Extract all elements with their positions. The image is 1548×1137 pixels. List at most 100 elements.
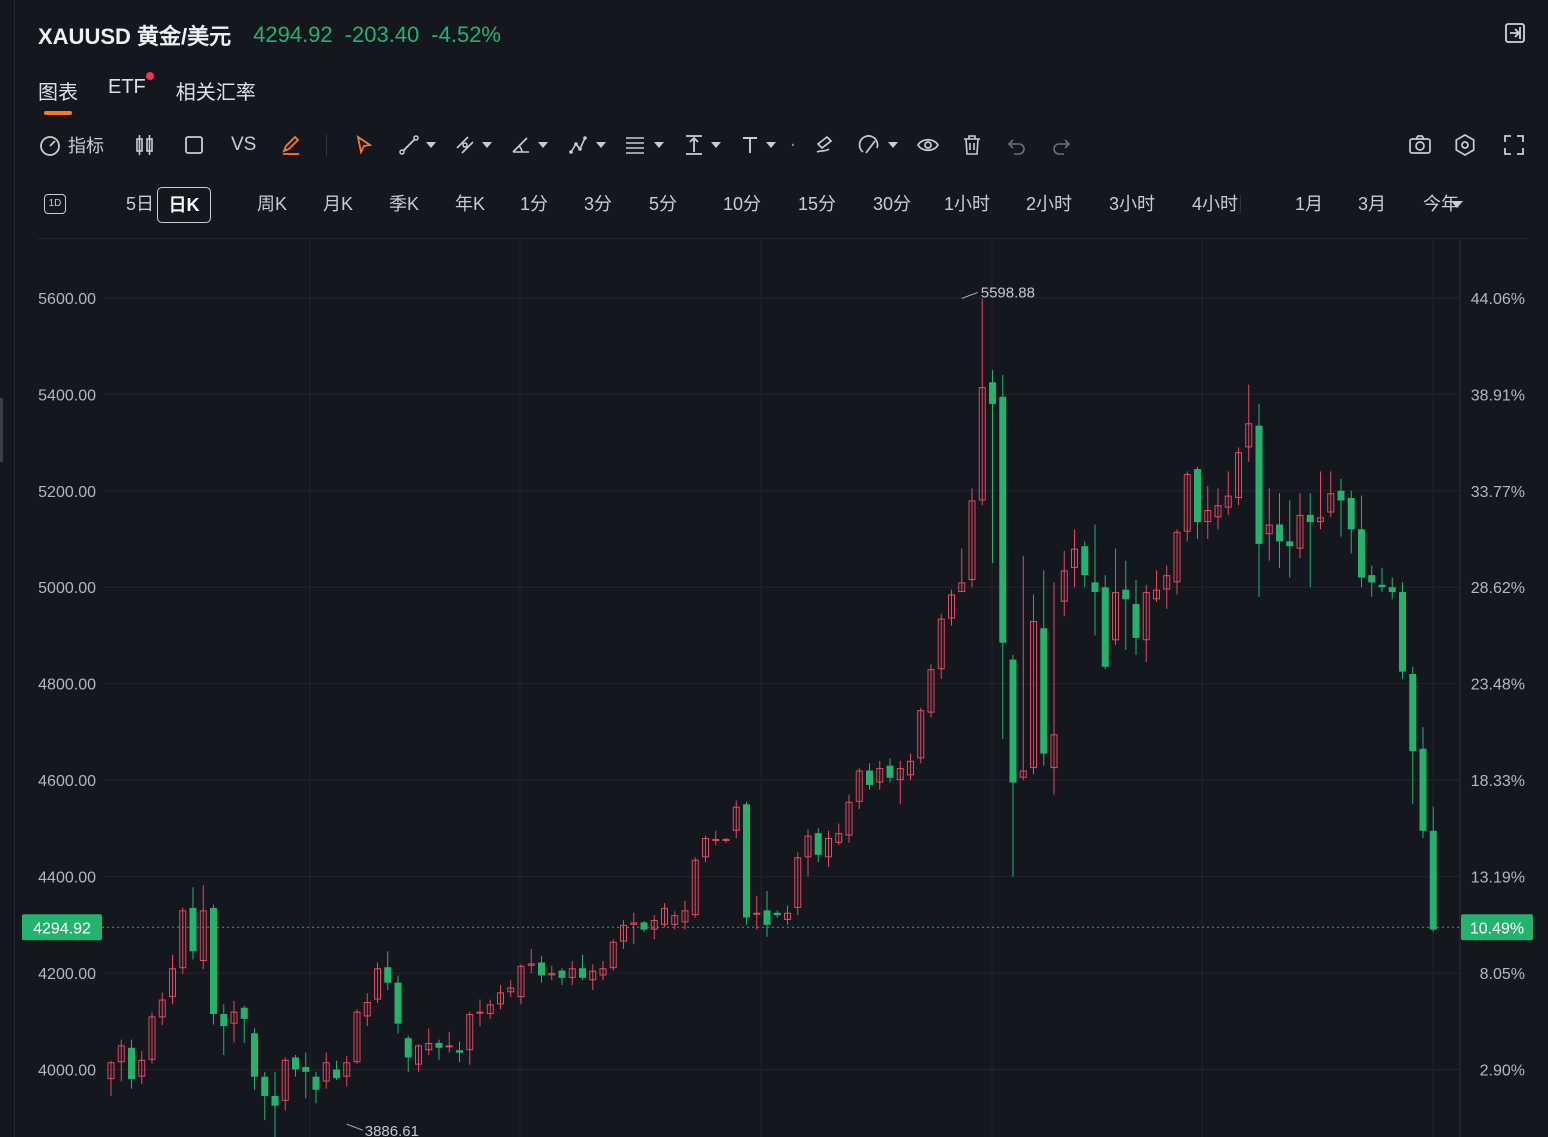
candle-body (968, 500, 976, 580)
candle-body (661, 907, 668, 925)
interval-1[interactable]: 日K (157, 187, 211, 223)
interval-5[interactable]: 年K (454, 194, 485, 214)
fib-tool-icon[interactable] (624, 128, 664, 162)
interval-18[interactable]: 今年 (1423, 194, 1459, 214)
tab-related-rates[interactable]: 相关汇率 (176, 76, 256, 115)
candlestick-chart[interactable]: 5600.00 44.06% 5400.00 38.91% 5200.00 33.77% 5… (14, 240, 1548, 1137)
candle-body (1286, 541, 1294, 547)
interval-3[interactable]: 月K (322, 194, 353, 214)
candle-body (579, 968, 586, 978)
candle-body (1071, 548, 1078, 568)
candle-body (732, 806, 740, 831)
measure-tool-icon[interactable] (683, 128, 721, 162)
candle-body (189, 907, 197, 952)
interval-17[interactable]: 3月 (1357, 194, 1386, 214)
line-tool-icon[interactable] (398, 128, 436, 162)
candle-body (599, 968, 607, 976)
cursor-icon[interactable] (354, 128, 374, 162)
interval-8[interactable]: 5分 (648, 194, 677, 214)
brush-tool-icon[interactable] (814, 128, 836, 162)
y-tick-label-right: 44.06% (1471, 291, 1525, 308)
candle-body (169, 968, 176, 998)
candle-body (1142, 592, 1150, 641)
interval-11[interactable]: 30分 (872, 194, 912, 214)
channel-tool-icon[interactable] (454, 128, 492, 162)
candle-body (620, 924, 627, 942)
interval-6[interactable]: 1分 (519, 194, 548, 214)
candle-body (210, 907, 217, 1015)
candle-body (445, 1045, 453, 1048)
price-change: -203.40 (344, 22, 420, 47)
left-edge-handle[interactable] (0, 398, 3, 462)
y-tick-label-left: 5200.00 (38, 484, 96, 501)
interval-4[interactable]: 季K (388, 194, 419, 214)
candle-body (1009, 659, 1017, 783)
candle-body (322, 1062, 330, 1082)
candle-body (855, 770, 863, 802)
candle-body (271, 1096, 279, 1106)
candle-body (948, 594, 955, 619)
interval-12[interactable]: 1小时 (943, 194, 990, 214)
candle-body (640, 922, 648, 930)
candle-body (1183, 473, 1191, 532)
indicator-button[interactable]: 指标 (38, 128, 104, 162)
candle-body (220, 1014, 228, 1027)
eye-icon[interactable] (916, 128, 940, 162)
candle-body (784, 912, 791, 920)
camera-icon[interactable] (1408, 128, 1432, 162)
candle-body (1378, 584, 1386, 588)
candle-body (107, 1062, 115, 1080)
candle-body (1132, 604, 1140, 638)
interval-bar: 1D 5日 日K 周K 月K 季K 年K 1分 3分 5分 10分 15分 30分 1小时 2小时 3小时 4… (38, 187, 1528, 223)
interval-2[interactable]: 周K (256, 194, 287, 214)
toolbar-divider (326, 134, 327, 156)
candle-body (251, 1033, 258, 1077)
tab-etf[interactable]: ETF (108, 72, 154, 115)
interval-14[interactable]: 3小时 (1108, 194, 1155, 214)
compare-button[interactable]: VS (231, 134, 257, 155)
candle-body (374, 968, 381, 1000)
candle-body (1224, 495, 1232, 508)
price-change-pct: -4.52% (431, 22, 501, 47)
fullscreen-icon[interactable] (1503, 128, 1525, 162)
candle-body (773, 912, 781, 916)
square-icon[interactable] (184, 128, 204, 162)
low-annotation-label: 3886.61 (365, 1123, 419, 1137)
candle-body (281, 1059, 289, 1101)
y-tick-label-left: 4400.00 (38, 870, 96, 887)
magnet-icon[interactable] (858, 128, 898, 162)
candle-body (1399, 592, 1406, 672)
interval-10[interactable]: 15分 (797, 194, 837, 214)
candle-body (917, 710, 925, 759)
interval-16[interactable]: 1月 (1294, 194, 1323, 214)
interval-1d-badge[interactable]: 1D (44, 194, 66, 214)
candle-body (158, 999, 166, 1018)
exit-icon[interactable] (1504, 22, 1526, 44)
interval-0[interactable]: 5日 (125, 194, 154, 214)
settings-icon[interactable] (1454, 128, 1476, 162)
shape-tool-icon[interactable] (510, 128, 548, 162)
indicator-label: 指标 (68, 136, 104, 157)
undo-icon[interactable] (1006, 128, 1028, 162)
pattern-tool-icon[interactable] (568, 128, 606, 162)
candle-body (763, 910, 771, 925)
text-tool-icon[interactable] (740, 128, 776, 162)
tab-chart[interactable]: 图表 (38, 76, 78, 115)
candle-body (1276, 524, 1283, 542)
interval-9[interactable]: 10分 (722, 194, 762, 214)
redo-icon[interactable] (1050, 128, 1072, 162)
candle-body (240, 1007, 248, 1019)
candle-body (302, 1067, 310, 1072)
interval-7[interactable]: 3分 (583, 194, 612, 214)
chevron-down-icon[interactable] (1451, 201, 1463, 208)
candle-body (261, 1076, 269, 1097)
candle-body (1327, 493, 1335, 513)
candle-body (876, 768, 884, 783)
candle-body (681, 910, 689, 923)
interval-15[interactable]: 4小时 (1191, 194, 1238, 214)
trash-icon[interactable] (962, 128, 982, 162)
pencil-icon[interactable] (280, 128, 302, 162)
candle-type-icon[interactable] (134, 128, 156, 162)
interval-13[interactable]: 2小时 (1025, 194, 1072, 214)
candle-body (394, 982, 402, 1024)
